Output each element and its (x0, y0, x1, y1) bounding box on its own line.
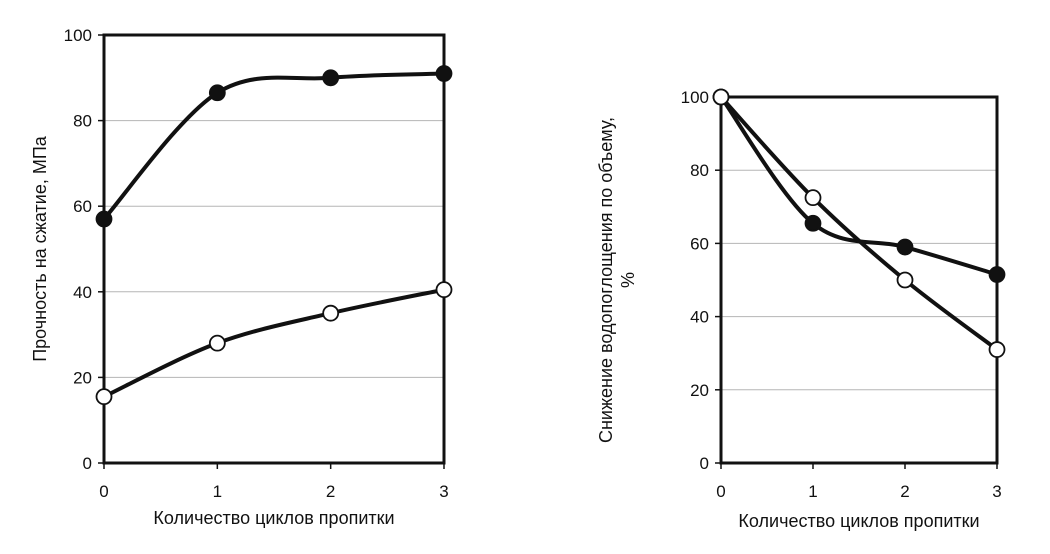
x-tick-label: 0 (99, 482, 108, 501)
data-point-open (804, 189, 822, 207)
y-tick-label: 40 (690, 308, 709, 327)
y-tick-label: 20 (73, 368, 92, 387)
y-tick-label: 60 (73, 197, 92, 216)
chart-1: 0 20 40 60 80 100 0 1 2 3 Количество циклов пропит… (30, 26, 453, 528)
x-tick-label: 3 (992, 482, 1001, 501)
y-tick-label: 80 (690, 161, 709, 180)
y-tick-label: 0 (700, 454, 709, 473)
x-tick-label: 1 (213, 482, 222, 501)
data-point-open (95, 388, 113, 406)
data-point-open (712, 88, 730, 106)
series-line-open (719, 95, 999, 352)
y-axis-title: % (618, 272, 638, 288)
y-tick-label: 100 (64, 26, 92, 45)
data-point-filled (896, 238, 914, 256)
data-point-filled (804, 214, 822, 232)
x-tick-label: 0 (716, 482, 725, 501)
data-point-filled (95, 210, 113, 228)
data-point-open (896, 271, 914, 289)
data-point-filled (322, 69, 340, 87)
x-tick-label: 1 (808, 482, 817, 501)
x-tick-label: 2 (326, 482, 335, 501)
y-axis-title: Снижение водопоглощения по объему, (596, 117, 616, 443)
data-point-filled (988, 266, 1006, 283)
data-point-open (322, 304, 340, 322)
y-tick-label: 40 (73, 283, 92, 302)
data-point-open (435, 281, 453, 299)
chart-2: 0 20 40 60 80 100 0 1 2 3 Количество циклов пропит… (596, 88, 1006, 531)
y-tick-label: 80 (73, 112, 92, 131)
series-line-open (102, 287, 446, 399)
data-point-open (208, 334, 226, 352)
x-tick-label: 2 (900, 482, 909, 501)
x-axis-title: Количество циклов пропитки (153, 508, 394, 528)
y-tick-label: 0 (83, 454, 92, 473)
series-line-filled (719, 95, 999, 277)
data-point-filled (435, 65, 453, 82)
plot-frame (102, 33, 446, 465)
y-tick-label: 20 (690, 381, 709, 400)
data-point-filled (208, 84, 226, 102)
x-axis-title: Количество циклов пропитки (738, 511, 979, 531)
plot-frame (719, 95, 999, 465)
y-tick-label: 60 (690, 234, 709, 253)
y-tick-label: 100 (681, 88, 709, 107)
x-tick-label: 3 (439, 482, 448, 501)
data-point-open (988, 341, 1006, 358)
y-axis-title: Прочность на сжатие, МПа (30, 135, 50, 362)
series-line-filled (102, 71, 446, 222)
